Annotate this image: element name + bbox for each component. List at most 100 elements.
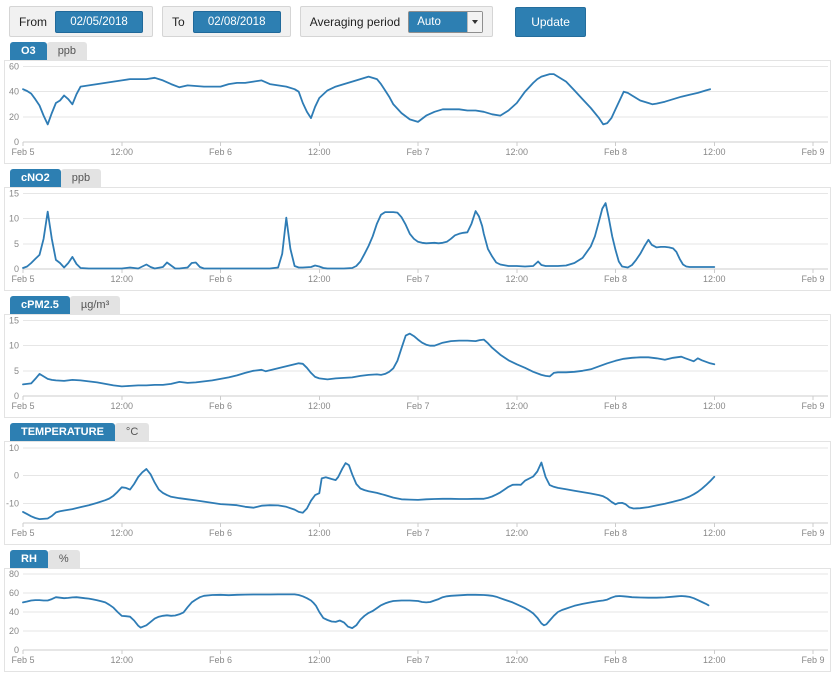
tab-o3[interactable]: O3 bbox=[10, 42, 47, 60]
y-tick-label: -10 bbox=[6, 499, 19, 509]
x-tick-label: 12:00 bbox=[110, 274, 133, 284]
to-label: To bbox=[172, 14, 185, 29]
y-tick-label: 0 bbox=[14, 391, 19, 401]
rh-chart: 0 20 40 60 80 Feb 5 12:00 Feb 6 12:00 Feb 7 12:00 F… bbox=[9, 569, 828, 665]
x-tick-label: Feb 6 bbox=[209, 528, 232, 538]
tab-cno2[interactable]: cNO2 bbox=[10, 169, 61, 187]
y-tick-label: 60 bbox=[9, 588, 19, 598]
x-tick-label: Feb 9 bbox=[801, 401, 824, 411]
chart-cpm25-tabs: cPM2.5 µg/m³ bbox=[10, 296, 831, 314]
y-tick-label: 40 bbox=[9, 87, 19, 97]
y-tick-label: 5 bbox=[14, 239, 19, 249]
x-tick-label: 12:00 bbox=[505, 274, 528, 284]
cpm25-plot-box: 0 5 10 15 Feb 5 12:00 Feb 6 12:00 Feb 7 12:00 Feb … bbox=[4, 314, 831, 418]
from-date-input[interactable] bbox=[55, 10, 143, 33]
x-tick-label: 12:00 bbox=[505, 147, 528, 157]
y-tick-label: 10 bbox=[9, 341, 19, 351]
y-tick-label: 15 bbox=[9, 189, 19, 199]
cno2-plot-box: 0 5 10 15 Feb 5 12:00 Feb 6 12:00 Feb 7 12:00 Feb … bbox=[4, 187, 831, 291]
x-tick-label: Feb 8 bbox=[604, 401, 627, 411]
tab-cpm25[interactable]: cPM2.5 bbox=[10, 296, 70, 314]
y-tick-label: 0 bbox=[14, 645, 19, 655]
y-tick-label: 60 bbox=[9, 62, 19, 72]
tab-rh[interactable]: RH bbox=[10, 550, 48, 568]
y-tick-label: 5 bbox=[14, 366, 19, 376]
y-tick-label: 0 bbox=[14, 264, 19, 274]
x-tick-label: Feb 9 bbox=[801, 528, 824, 538]
tab-cpm25-unit: µg/m³ bbox=[69, 296, 121, 314]
tab-temperature-unit: °C bbox=[114, 423, 150, 441]
temperature-series-line bbox=[22, 461, 716, 520]
x-tick-label: 12:00 bbox=[308, 147, 331, 157]
x-tick-label: Feb 6 bbox=[209, 147, 232, 157]
x-tick-label: 12:00 bbox=[308, 528, 331, 538]
x-tick-label: Feb 9 bbox=[801, 147, 824, 157]
rh-series-line bbox=[22, 593, 710, 629]
x-tick-label: 12:00 bbox=[110, 401, 133, 411]
y-tick-label: 20 bbox=[9, 112, 19, 122]
x-tick-label: Feb 5 bbox=[11, 528, 34, 538]
from-label: From bbox=[19, 14, 47, 29]
update-button[interactable]: Update bbox=[515, 6, 586, 37]
y-tick-label: 40 bbox=[9, 607, 19, 617]
x-tick-label: Feb 5 bbox=[11, 655, 34, 665]
y-tick-label: 0 bbox=[14, 137, 19, 147]
tab-o3-unit: ppb bbox=[46, 42, 88, 60]
x-tick-label: 12:00 bbox=[308, 401, 331, 411]
chart-cno2: cNO2 ppb 0 5 10 15 Feb 5 12:00 Feb 6 12:00 Feb 7… bbox=[4, 169, 831, 291]
o3-chart: 0 20 40 60 Feb 5 12:00 Feb 6 12:00 Feb 7 12:00 Feb… bbox=[9, 62, 828, 157]
x-tick-label: 12:00 bbox=[505, 401, 528, 411]
y-tick-label: 20 bbox=[9, 626, 19, 636]
x-tick-label: Feb 8 bbox=[604, 274, 627, 284]
chart-temperature: TEMPERATURE °C -10 0 10 Feb 5 12:00 Feb 6 12:0… bbox=[4, 423, 831, 545]
temperature-chart: -10 0 10 Feb 5 12:00 Feb 6 12:00 Feb 7 12:00 Feb … bbox=[6, 443, 828, 538]
cpm25-series-line bbox=[22, 332, 716, 388]
y-tick-label: 10 bbox=[9, 443, 19, 453]
x-tick-label: Feb 7 bbox=[406, 147, 429, 157]
o3-series-line bbox=[22, 73, 711, 126]
to-group: To bbox=[162, 6, 291, 37]
x-tick-label: Feb 8 bbox=[604, 655, 627, 665]
temperature-plot-box: -10 0 10 Feb 5 12:00 Feb 6 12:00 Feb 7 12:00 Feb … bbox=[4, 441, 831, 545]
to-date-input[interactable] bbox=[192, 10, 281, 33]
x-tick-label: 12:00 bbox=[703, 274, 726, 284]
tab-temperature[interactable]: TEMPERATURE bbox=[10, 423, 115, 441]
x-tick-label: Feb 5 bbox=[11, 274, 34, 284]
y-tick-label: 0 bbox=[14, 471, 19, 481]
x-tick-label: Feb 5 bbox=[11, 401, 34, 411]
y-tick-label: 10 bbox=[9, 214, 19, 224]
chart-temperature-tabs: TEMPERATURE °C bbox=[10, 423, 831, 441]
cpm25-chart: 0 5 10 15 Feb 5 12:00 Feb 6 12:00 Feb 7 12:00 Feb … bbox=[9, 316, 828, 411]
x-tick-label: 12:00 bbox=[505, 528, 528, 538]
cno2-chart: 0 5 10 15 Feb 5 12:00 Feb 6 12:00 Feb 7 12:00 Feb … bbox=[9, 189, 828, 284]
averaging-label: Averaging period bbox=[309, 14, 401, 29]
x-tick-label: 12:00 bbox=[703, 147, 726, 157]
y-tick-label: 80 bbox=[9, 569, 19, 579]
x-tick-label: 12:00 bbox=[110, 147, 133, 157]
tab-rh-unit: % bbox=[47, 550, 80, 568]
x-tick-label: 12:00 bbox=[308, 655, 331, 665]
chart-o3-tabs: O3 ppb bbox=[10, 42, 831, 60]
tab-cno2-unit: ppb bbox=[60, 169, 102, 187]
averaging-select[interactable]: Auto bbox=[408, 10, 484, 33]
o3-plot-box: 0 20 40 60 Feb 5 12:00 Feb 6 12:00 Feb 7 12:00 Feb… bbox=[4, 60, 831, 164]
x-tick-label: 12:00 bbox=[703, 401, 726, 411]
chart-rh: RH % 0 20 40 60 80 Feb 5 12:00 Feb 6 12:00 Feb 7 1… bbox=[4, 550, 831, 672]
x-tick-label: Feb 6 bbox=[209, 274, 232, 284]
y-tick-label: 15 bbox=[9, 316, 19, 326]
x-tick-label: 12:00 bbox=[703, 528, 726, 538]
x-tick-label: 12:00 bbox=[110, 528, 133, 538]
x-tick-label: Feb 6 bbox=[209, 401, 232, 411]
x-tick-label: 12:00 bbox=[703, 655, 726, 665]
chevron-down-icon bbox=[467, 11, 483, 32]
x-tick-label: Feb 8 bbox=[604, 147, 627, 157]
x-tick-label: 12:00 bbox=[110, 655, 133, 665]
x-tick-label: Feb 7 bbox=[406, 528, 429, 538]
from-group: From bbox=[9, 6, 153, 37]
chart-cno2-tabs: cNO2 ppb bbox=[10, 169, 831, 187]
chart-o3: O3 ppb 0 20 40 60 Feb 5 12:00 Feb 6 12:00 Feb 7 1… bbox=[4, 42, 831, 164]
rh-plot-box: 0 20 40 60 80 Feb 5 12:00 Feb 6 12:00 Feb 7 12:00 F… bbox=[4, 568, 831, 672]
cno2-series-line bbox=[22, 202, 716, 270]
averaging-group: Averaging period Auto bbox=[299, 6, 494, 37]
x-tick-label: Feb 7 bbox=[406, 274, 429, 284]
